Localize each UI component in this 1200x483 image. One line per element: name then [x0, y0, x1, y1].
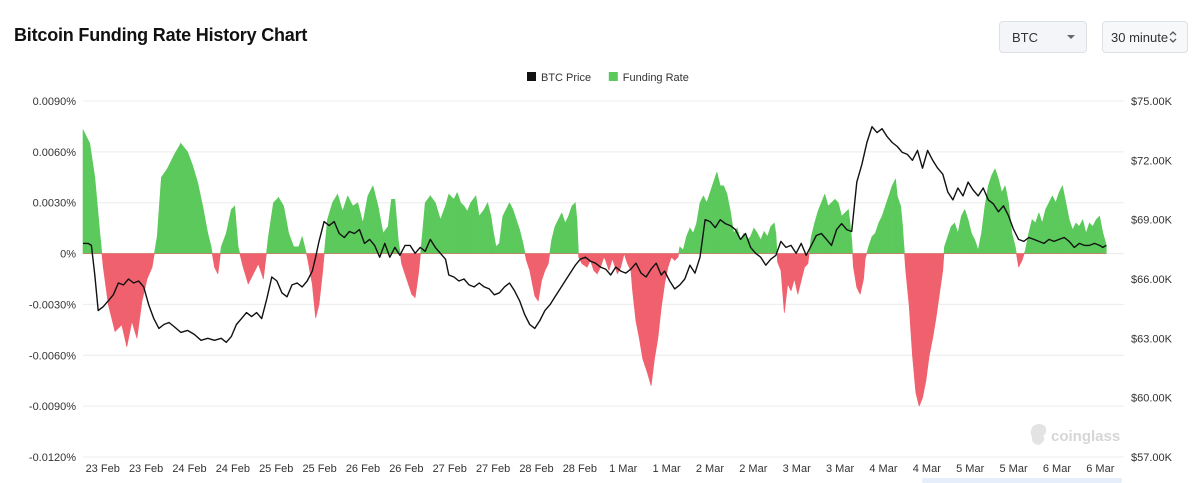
- y-tick-label-left: 0.0060%: [33, 147, 77, 159]
- x-tick-label: 2 Mar: [739, 463, 767, 475]
- legend-swatch: [527, 72, 536, 81]
- chart-scrollbar[interactable]: [922, 478, 1122, 483]
- y-tick-label-left: -0.0090%: [29, 401, 76, 413]
- x-tick-label: 28 Feb: [519, 463, 553, 475]
- x-tick-label: 24 Feb: [216, 463, 250, 475]
- x-tick-label: 1 Mar: [609, 463, 637, 475]
- x-tick-label: 5 Mar: [1000, 463, 1028, 475]
- watermark-text: coinglass: [1051, 428, 1120, 445]
- y-tick-label-left: 0.0030%: [33, 198, 77, 210]
- legend: BTC Price Funding Rate: [527, 72, 689, 84]
- x-tick-label: 23 Feb: [86, 463, 120, 475]
- asset-select-value: BTC: [1012, 29, 1038, 45]
- x-tick-label: 2 Mar: [696, 463, 724, 475]
- y-axis-left: 0.0090% 0.0060% 0.0030% 0% -0.0030% -0.0060% -…: [29, 96, 76, 464]
- up-down-chevron-icon: [1169, 31, 1177, 43]
- x-tick-label: 4 Mar: [869, 463, 897, 475]
- x-tick-label: 27 Feb: [476, 463, 510, 475]
- x-axis: 23 Feb 23 Feb 24 Feb 24 Feb 25 Feb 25 Feb 26 F…: [86, 463, 1115, 475]
- page-title: Bitcoin Funding Rate History Chart: [14, 25, 308, 45]
- x-tick-label: 25 Feb: [302, 463, 336, 475]
- x-tick-label: 25 Feb: [259, 463, 293, 475]
- x-tick-label: 24 Feb: [172, 463, 206, 475]
- interval-select-value: 30 minute: [1111, 29, 1169, 45]
- funding-rate-negative-area: [83, 253, 1107, 407]
- interval-select[interactable]: 30 minute: [1102, 21, 1188, 53]
- btc-price-series: [83, 126, 1107, 343]
- x-tick-label: 3 Mar: [826, 463, 854, 475]
- coinglass-logo-icon: [1030, 424, 1047, 445]
- y-tick-label-left: 0.0090%: [33, 96, 77, 108]
- x-tick-label: 28 Feb: [563, 463, 597, 475]
- y-tick-label-right: $69.00K: [1131, 215, 1173, 227]
- legend-label: Funding Rate: [623, 72, 689, 84]
- x-tick-label: 5 Mar: [956, 463, 984, 475]
- x-tick-label: 6 Mar: [1086, 463, 1114, 475]
- y-tick-label-left: -0.0030%: [29, 299, 76, 311]
- x-tick-label: 6 Mar: [1043, 463, 1071, 475]
- btc-price-line: [83, 126, 1107, 343]
- grid: [83, 100, 1124, 458]
- x-tick-label: 1 Mar: [653, 463, 681, 475]
- funding-rate-positive-area: [82, 129, 1107, 254]
- x-tick-label: 26 Feb: [389, 463, 423, 475]
- y-tick-label-left: 0%: [60, 249, 76, 261]
- x-tick-label: 23 Feb: [129, 463, 163, 475]
- watermark: coinglass: [1030, 424, 1120, 445]
- funding-rate-series: [82, 129, 1107, 407]
- y-tick-label-right: $63.00K: [1131, 333, 1173, 345]
- y-tick-label-right: $75.00K: [1131, 96, 1173, 108]
- legend-swatch: [608, 72, 618, 81]
- chevron-down-icon: [1067, 35, 1075, 39]
- y-axis-right: $75.00K $72.00K $69.00K $66.00K $63.00K $60.0…: [1131, 96, 1173, 464]
- x-tick-label: 26 Feb: [346, 463, 380, 475]
- asset-select[interactable]: BTC: [999, 21, 1087, 53]
- x-tick-label: 27 Feb: [433, 463, 467, 475]
- x-tick-label: 4 Mar: [913, 463, 941, 475]
- x-tick-label: 3 Mar: [783, 463, 811, 475]
- legend-label: BTC Price: [541, 72, 591, 84]
- y-tick-label-left: -0.0060%: [29, 350, 76, 362]
- y-tick-label-right: $66.00K: [1131, 274, 1173, 286]
- y-tick-label-right: $72.00K: [1131, 155, 1173, 167]
- y-tick-label-left: -0.0120%: [29, 452, 76, 464]
- y-tick-label-right: $57.00K: [1131, 452, 1173, 464]
- y-tick-label-right: $60.00K: [1131, 393, 1173, 405]
